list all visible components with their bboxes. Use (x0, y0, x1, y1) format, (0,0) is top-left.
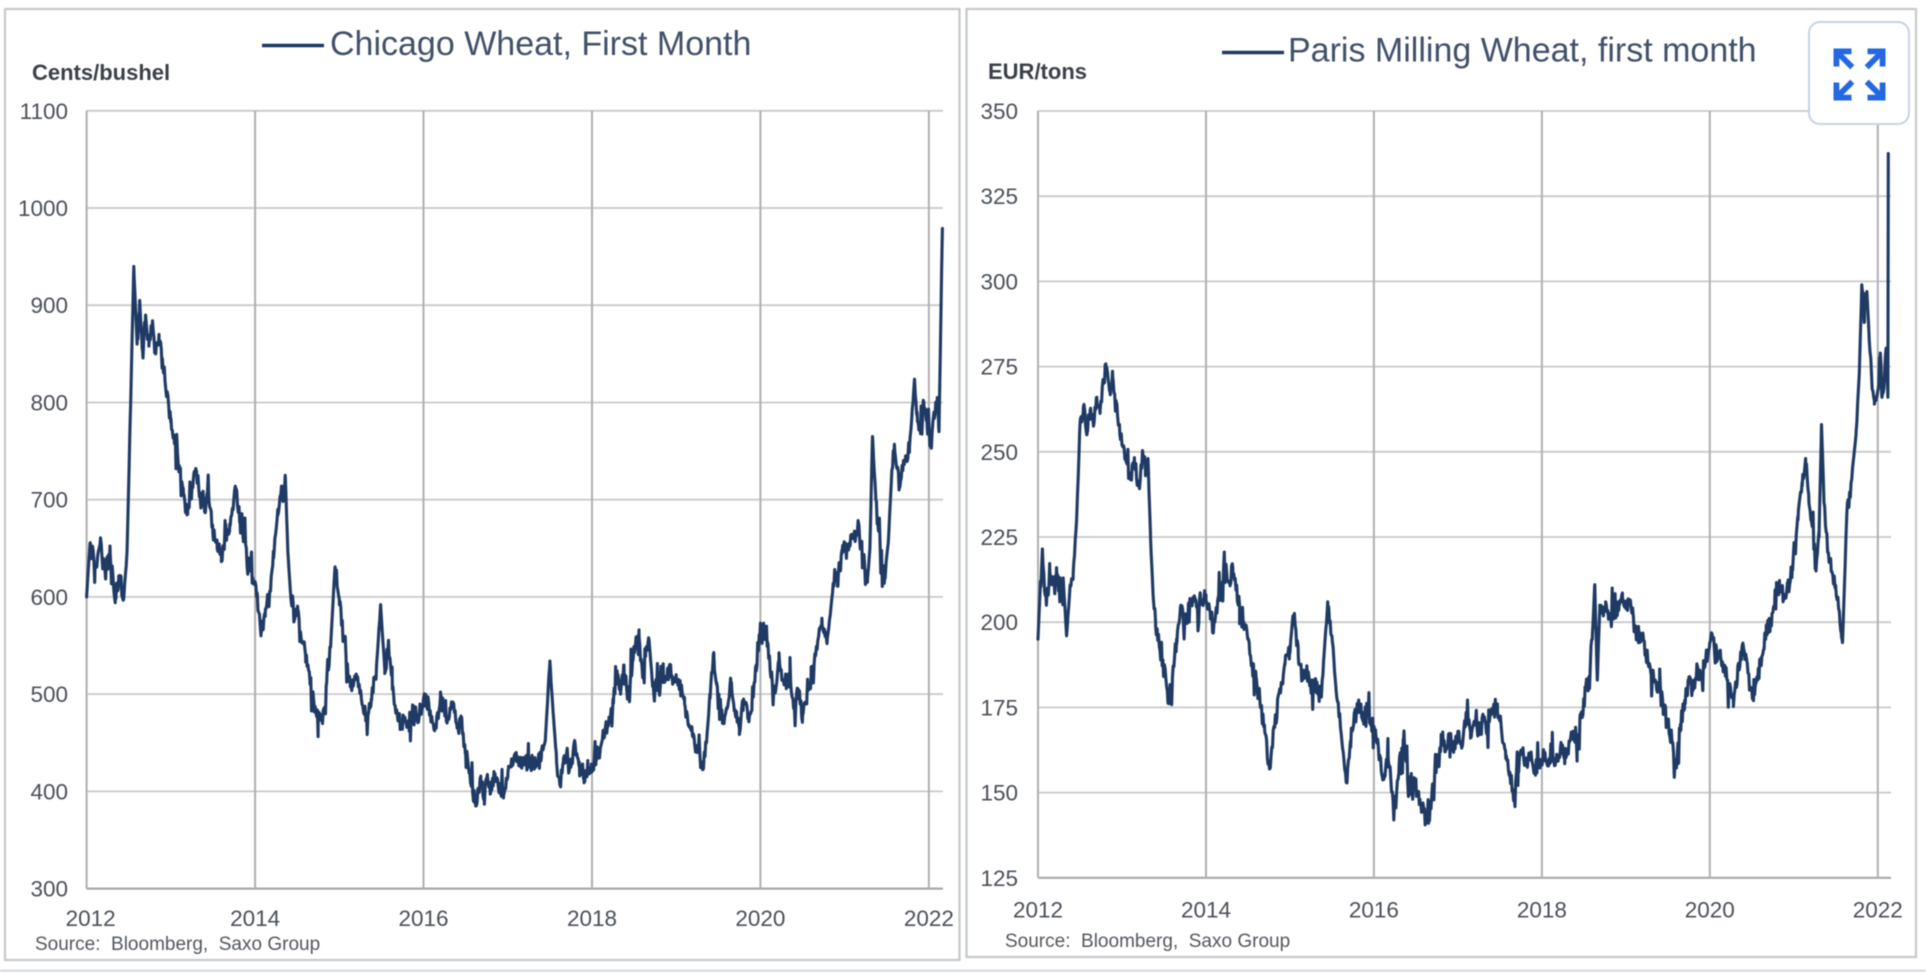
svg-text:250: 250 (980, 440, 1018, 465)
svg-text:350: 350 (980, 99, 1018, 124)
svg-text:2022: 2022 (904, 906, 954, 931)
svg-text:Source: Bloomberg, Saxo Grou: Source: Bloomberg, Saxo Group (1005, 931, 1290, 952)
svg-text:300: 300 (980, 269, 1018, 294)
svg-text:175: 175 (980, 695, 1018, 720)
svg-text:125: 125 (980, 866, 1018, 891)
svg-text:700: 700 (30, 488, 68, 513)
svg-text:800: 800 (30, 391, 68, 416)
svg-text:600: 600 (30, 585, 68, 610)
svg-text:2016: 2016 (1349, 898, 1399, 923)
svg-text:2016: 2016 (398, 906, 448, 931)
svg-text:325: 325 (980, 184, 1018, 209)
svg-text:2020: 2020 (1685, 898, 1735, 923)
svg-text:EUR/tons: EUR/tons (988, 59, 1087, 84)
svg-text:2020: 2020 (735, 906, 785, 931)
svg-text:300: 300 (30, 877, 68, 902)
svg-text:400: 400 (30, 779, 68, 804)
svg-text:1000: 1000 (18, 196, 68, 221)
svg-text:500: 500 (30, 682, 68, 707)
svg-text:2012: 2012 (1013, 898, 1063, 923)
svg-text:2018: 2018 (1517, 898, 1567, 923)
svg-text:Source: Bloomberg, Saxo Grou: Source: Bloomberg, Saxo Group (35, 934, 320, 955)
svg-text:900: 900 (30, 293, 68, 318)
svg-text:275: 275 (980, 355, 1018, 380)
svg-text:2014: 2014 (230, 906, 280, 931)
svg-text:150: 150 (980, 781, 1018, 806)
svg-text:Chicago Wheat, First Month: Chicago Wheat, First Month (330, 25, 751, 63)
svg-text:2018: 2018 (567, 906, 617, 931)
svg-text:Paris Milling Wheat, first mon: Paris Milling Wheat, first month (1288, 32, 1757, 70)
svg-text:200: 200 (980, 610, 1018, 635)
svg-text:2014: 2014 (1181, 898, 1231, 923)
svg-text:Cents/bushel: Cents/bushel (32, 60, 170, 85)
svg-text:2022: 2022 (1853, 898, 1903, 923)
svg-text:2012: 2012 (66, 906, 116, 931)
svg-text:1100: 1100 (20, 99, 68, 124)
svg-text:225: 225 (980, 525, 1018, 550)
